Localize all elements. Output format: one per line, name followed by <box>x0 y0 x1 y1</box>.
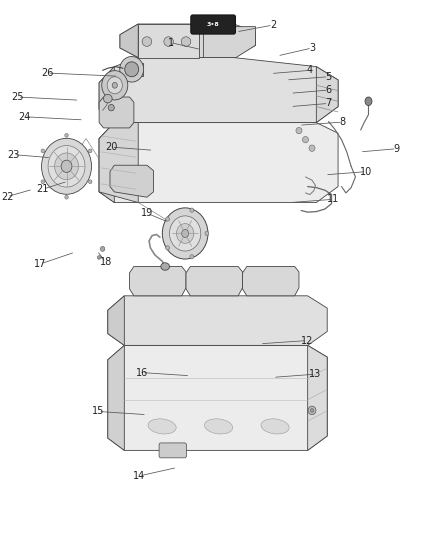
Polygon shape <box>108 345 124 450</box>
Polygon shape <box>243 266 299 296</box>
Ellipse shape <box>48 146 85 187</box>
Ellipse shape <box>166 246 170 250</box>
Polygon shape <box>99 97 134 128</box>
Polygon shape <box>110 165 153 197</box>
Ellipse shape <box>261 419 289 434</box>
Text: 25: 25 <box>11 92 24 102</box>
Ellipse shape <box>88 149 92 152</box>
Ellipse shape <box>142 37 152 46</box>
Ellipse shape <box>310 408 314 413</box>
Text: 26: 26 <box>41 68 53 78</box>
Polygon shape <box>203 27 255 58</box>
Polygon shape <box>186 266 243 296</box>
Text: 3•8: 3•8 <box>207 22 220 27</box>
Polygon shape <box>108 296 327 345</box>
Polygon shape <box>99 58 338 123</box>
Ellipse shape <box>190 255 194 259</box>
Text: 22: 22 <box>1 192 13 201</box>
Polygon shape <box>99 123 114 203</box>
Ellipse shape <box>88 180 92 183</box>
Ellipse shape <box>161 263 170 270</box>
Ellipse shape <box>97 255 101 259</box>
Ellipse shape <box>61 160 72 173</box>
Polygon shape <box>130 266 186 296</box>
Text: 6: 6 <box>325 85 332 95</box>
Ellipse shape <box>108 104 114 111</box>
Ellipse shape <box>162 208 208 259</box>
Text: 3: 3 <box>309 43 315 53</box>
Ellipse shape <box>303 136 308 143</box>
FancyBboxPatch shape <box>159 443 187 458</box>
Text: 10: 10 <box>360 167 372 176</box>
Ellipse shape <box>41 149 45 152</box>
Text: 5: 5 <box>325 72 332 82</box>
Ellipse shape <box>205 419 233 434</box>
Polygon shape <box>316 67 338 123</box>
Ellipse shape <box>55 153 78 180</box>
Ellipse shape <box>65 196 68 199</box>
Ellipse shape <box>365 97 372 106</box>
Text: 11: 11 <box>327 195 339 204</box>
Ellipse shape <box>205 231 209 236</box>
Ellipse shape <box>102 70 128 100</box>
Ellipse shape <box>125 62 139 77</box>
Polygon shape <box>99 123 338 203</box>
Ellipse shape <box>112 83 117 88</box>
Text: 2: 2 <box>270 20 276 30</box>
Polygon shape <box>99 67 114 123</box>
Ellipse shape <box>181 37 191 46</box>
Text: 23: 23 <box>7 150 19 159</box>
Ellipse shape <box>170 216 201 251</box>
Ellipse shape <box>309 145 315 151</box>
Polygon shape <box>108 296 124 345</box>
Ellipse shape <box>100 246 105 252</box>
Polygon shape <box>138 24 199 58</box>
Text: 8: 8 <box>339 117 346 127</box>
Text: 18: 18 <box>99 257 112 267</box>
Polygon shape <box>307 345 327 450</box>
Ellipse shape <box>148 419 176 434</box>
Text: 7: 7 <box>325 99 332 108</box>
Ellipse shape <box>190 208 194 212</box>
Text: 13: 13 <box>309 369 321 379</box>
Text: 15: 15 <box>92 407 104 416</box>
Text: 1: 1 <box>168 38 174 47</box>
Ellipse shape <box>42 139 92 195</box>
Polygon shape <box>108 345 327 450</box>
Ellipse shape <box>182 229 189 237</box>
Polygon shape <box>99 123 138 203</box>
Polygon shape <box>121 63 143 76</box>
Text: 16: 16 <box>136 368 148 377</box>
Ellipse shape <box>65 134 68 137</box>
Text: 14: 14 <box>133 471 145 481</box>
Ellipse shape <box>120 56 144 82</box>
Text: 20: 20 <box>105 142 117 152</box>
Ellipse shape <box>103 94 112 103</box>
Ellipse shape <box>166 217 170 221</box>
Ellipse shape <box>177 223 194 243</box>
Text: 12: 12 <box>300 336 313 345</box>
FancyBboxPatch shape <box>191 15 236 34</box>
Text: 24: 24 <box>18 112 31 122</box>
Text: 17: 17 <box>34 259 47 269</box>
Polygon shape <box>120 24 138 58</box>
Ellipse shape <box>107 77 122 94</box>
Polygon shape <box>120 24 255 58</box>
Ellipse shape <box>164 37 173 46</box>
Ellipse shape <box>41 180 45 183</box>
Text: 21: 21 <box>36 184 49 194</box>
Text: 4: 4 <box>307 66 313 75</box>
Ellipse shape <box>296 127 302 134</box>
Text: 9: 9 <box>394 144 400 154</box>
Text: 19: 19 <box>141 208 153 218</box>
Ellipse shape <box>308 406 316 415</box>
